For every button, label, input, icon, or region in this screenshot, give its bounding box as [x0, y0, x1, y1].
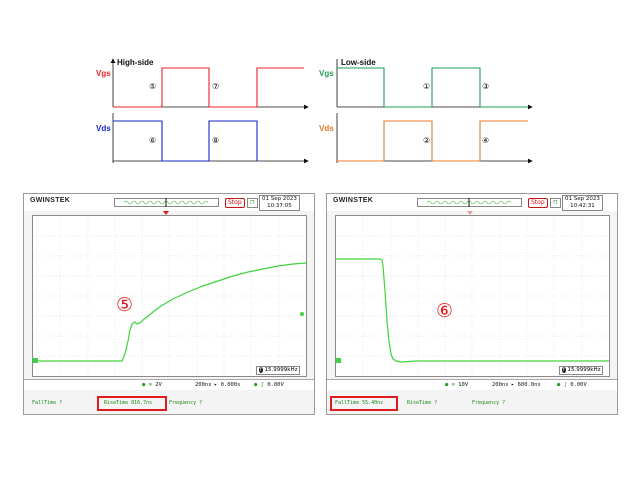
- diagram-title-high-side: High-side: [117, 58, 154, 67]
- waveform-grid: ⑤ f 15.9999kHz: [32, 215, 307, 377]
- diagram-title-low-side: Low-side: [341, 58, 376, 67]
- scope-time: 10:37:05: [267, 203, 292, 209]
- freq-icon: f: [259, 367, 263, 373]
- trigger-level: ● ʃ 0.00V: [557, 382, 587, 388]
- horizontal-position-value: 0.000s: [220, 382, 241, 388]
- vgs-label-high-side: Vgs: [96, 69, 111, 78]
- horizontal-position-value: 600.0ns: [517, 382, 541, 388]
- ground-marker: [33, 358, 38, 363]
- freq-readout-box: f 15.9999kHz: [256, 366, 301, 375]
- freq-readout: 15.9999kHz: [567, 367, 601, 373]
- freq-readout-box: f 15.9999kHz: [559, 366, 604, 375]
- timebase: 200ns: [492, 382, 509, 388]
- channel-scale: ● ∞ 10V: [445, 382, 469, 388]
- marker-6: ⑥: [149, 136, 157, 145]
- freq-icon: f: [562, 367, 566, 373]
- scope-time: 10:42:31: [570, 203, 595, 209]
- channel-scale-value: 2V: [155, 382, 162, 388]
- meas-falltime[interactable]: FallTime ?: [32, 400, 63, 406]
- marker-1: ①: [423, 82, 431, 91]
- measurement-bar: FallTime 55.40ns RiseTime ? Frequency ?: [327, 395, 617, 412]
- run-stop-status[interactable]: Stop: [528, 198, 548, 208]
- highlight-box: [97, 396, 167, 411]
- date-time-box: 01 Sep 2023 10:37:05: [259, 195, 300, 211]
- scope-date: 01 Sep 2023: [565, 196, 600, 202]
- marker-5: ⑤: [149, 82, 157, 91]
- scope-2-trace: [336, 216, 609, 376]
- horizontal-position: ▸ 0.000s: [214, 382, 241, 388]
- vds-label-high-side: Vds: [96, 124, 111, 133]
- scope-header: GWINSTEK Stop ⊓ 01 Sep 2023 10:42:31: [327, 194, 617, 211]
- oscilloscope-screen-2: GWINSTEK Stop ⊓ 01 Sep 2023 10:42:31: [326, 193, 618, 415]
- brand-logo: GWINSTEK: [30, 197, 71, 204]
- status-bar: ● ∞ 10V 200ns ▸ 600.0ns ● ʃ 0.00V: [327, 379, 617, 390]
- horizontal-position: ▸ 600.0ns: [511, 382, 541, 388]
- marker-8: ⑧: [212, 136, 220, 145]
- trigger-edge-icon: ⊓: [247, 198, 258, 208]
- trigger-level-value: 0.00V: [570, 382, 587, 388]
- status-bar: ● ∞ 2V 200ns ▸ 0.000s ● ʃ 0.00V: [24, 379, 314, 390]
- trigger-level: ● ʃ 0.00V: [254, 382, 284, 388]
- meas-falltime[interactable]: FallTime 55.40ns: [335, 400, 384, 406]
- marker-3: ③: [482, 82, 490, 91]
- waveform-overview-bar: [417, 198, 522, 207]
- trigger-level-value: 0.00V: [267, 382, 284, 388]
- annotation-number: ⑤: [116, 294, 134, 316]
- meas-frequency[interactable]: Frequency ?: [169, 400, 203, 406]
- trigger-position-marker: [467, 211, 473, 215]
- scope-date: 01 Sep 2023: [262, 196, 297, 202]
- trigger-position-marker: [163, 211, 169, 215]
- scope-header: GWINSTEK Stop ⊓ 01 Sep 2023 10:37:05: [24, 194, 314, 211]
- meas-frequency[interactable]: Frequency ?: [472, 400, 506, 406]
- meas-risetime[interactable]: RiseTime ?: [407, 400, 438, 406]
- high-side-waveforms: [110, 58, 309, 164]
- oscilloscope-screen-1: GWINSTEK Stop ⊓ 01 Sep 2023 10:37:05: [23, 193, 315, 415]
- low-side-waveforms: [336, 59, 533, 164]
- waveform-overview-bar: [114, 198, 219, 207]
- annotation-number: ⑥: [436, 300, 454, 322]
- ground-marker: [336, 358, 341, 363]
- waveform-grid: ⑥ f 15.9999kHz: [335, 215, 610, 377]
- vgs-label-low-side: Vgs: [319, 69, 334, 78]
- marker-4: ④: [482, 136, 490, 145]
- timebase: 200ns: [195, 382, 212, 388]
- channel-scale-value: 10V: [458, 382, 469, 388]
- freq-readout: 15.9999kHz: [264, 367, 298, 373]
- vds-label-low-side: Vds: [319, 124, 334, 133]
- channel-scale: ● ∞ 2V: [142, 382, 162, 388]
- highlight-box: [330, 396, 398, 411]
- marker-7: ⑦: [212, 82, 220, 91]
- level-marker: [300, 312, 304, 316]
- measurement-bar: FallTime ? RiseTime 816.7ns Frequency ?: [24, 395, 314, 412]
- run-stop-status[interactable]: Stop: [225, 198, 245, 208]
- date-time-box: 01 Sep 2023 10:42:31: [562, 195, 603, 211]
- marker-2: ②: [423, 136, 431, 145]
- trigger-edge-icon: ⊓: [550, 198, 561, 208]
- meas-risetime[interactable]: RiseTime 816.7ns: [104, 400, 153, 406]
- scope-1-trace: [33, 216, 306, 376]
- brand-logo: GWINSTEK: [333, 197, 374, 204]
